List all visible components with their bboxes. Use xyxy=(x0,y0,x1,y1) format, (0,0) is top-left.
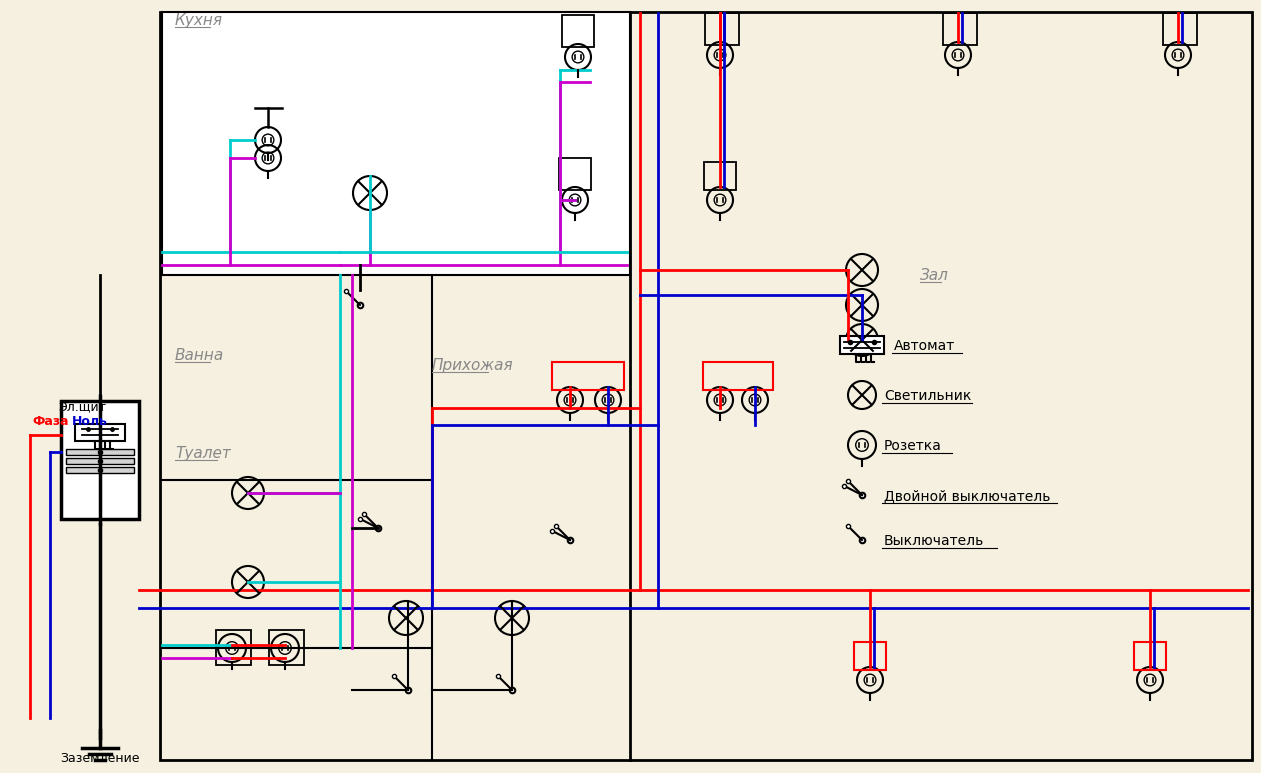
Bar xyxy=(704,162,736,190)
Bar xyxy=(943,13,977,45)
Bar xyxy=(269,630,304,665)
Text: Заземление: Заземление xyxy=(61,752,140,765)
Text: Туалет: Туалет xyxy=(175,446,231,461)
Text: Эл.щит: Эл.щит xyxy=(58,400,106,413)
Bar xyxy=(559,158,591,190)
Bar xyxy=(66,449,134,455)
Bar xyxy=(160,12,1252,760)
Bar xyxy=(705,13,739,45)
Bar xyxy=(702,362,773,390)
Text: Выключатель: Выключатель xyxy=(884,534,985,548)
Text: Зал: Зал xyxy=(921,268,948,283)
Text: Светильник: Светильник xyxy=(884,389,971,403)
Text: Фаза: Фаза xyxy=(32,415,68,428)
Bar xyxy=(66,458,134,464)
Bar xyxy=(840,336,884,354)
Text: Ноль: Ноль xyxy=(72,415,108,428)
Bar xyxy=(854,642,886,670)
Bar xyxy=(61,401,139,519)
Bar xyxy=(1163,13,1197,45)
Bar xyxy=(562,15,594,47)
Bar xyxy=(66,467,134,473)
Text: Автомат: Автомат xyxy=(894,339,956,353)
Bar xyxy=(161,12,630,275)
Text: Прихожая: Прихожая xyxy=(433,358,513,373)
Bar xyxy=(74,424,125,441)
Bar xyxy=(552,362,624,390)
Text: Ванна: Ванна xyxy=(175,348,224,363)
Text: Розетка: Розетка xyxy=(884,439,942,453)
Text: Кухня: Кухня xyxy=(175,13,223,28)
Bar xyxy=(1134,642,1166,670)
Bar xyxy=(216,630,251,665)
Text: Двойной выключатель: Двойной выключатель xyxy=(884,489,1050,503)
